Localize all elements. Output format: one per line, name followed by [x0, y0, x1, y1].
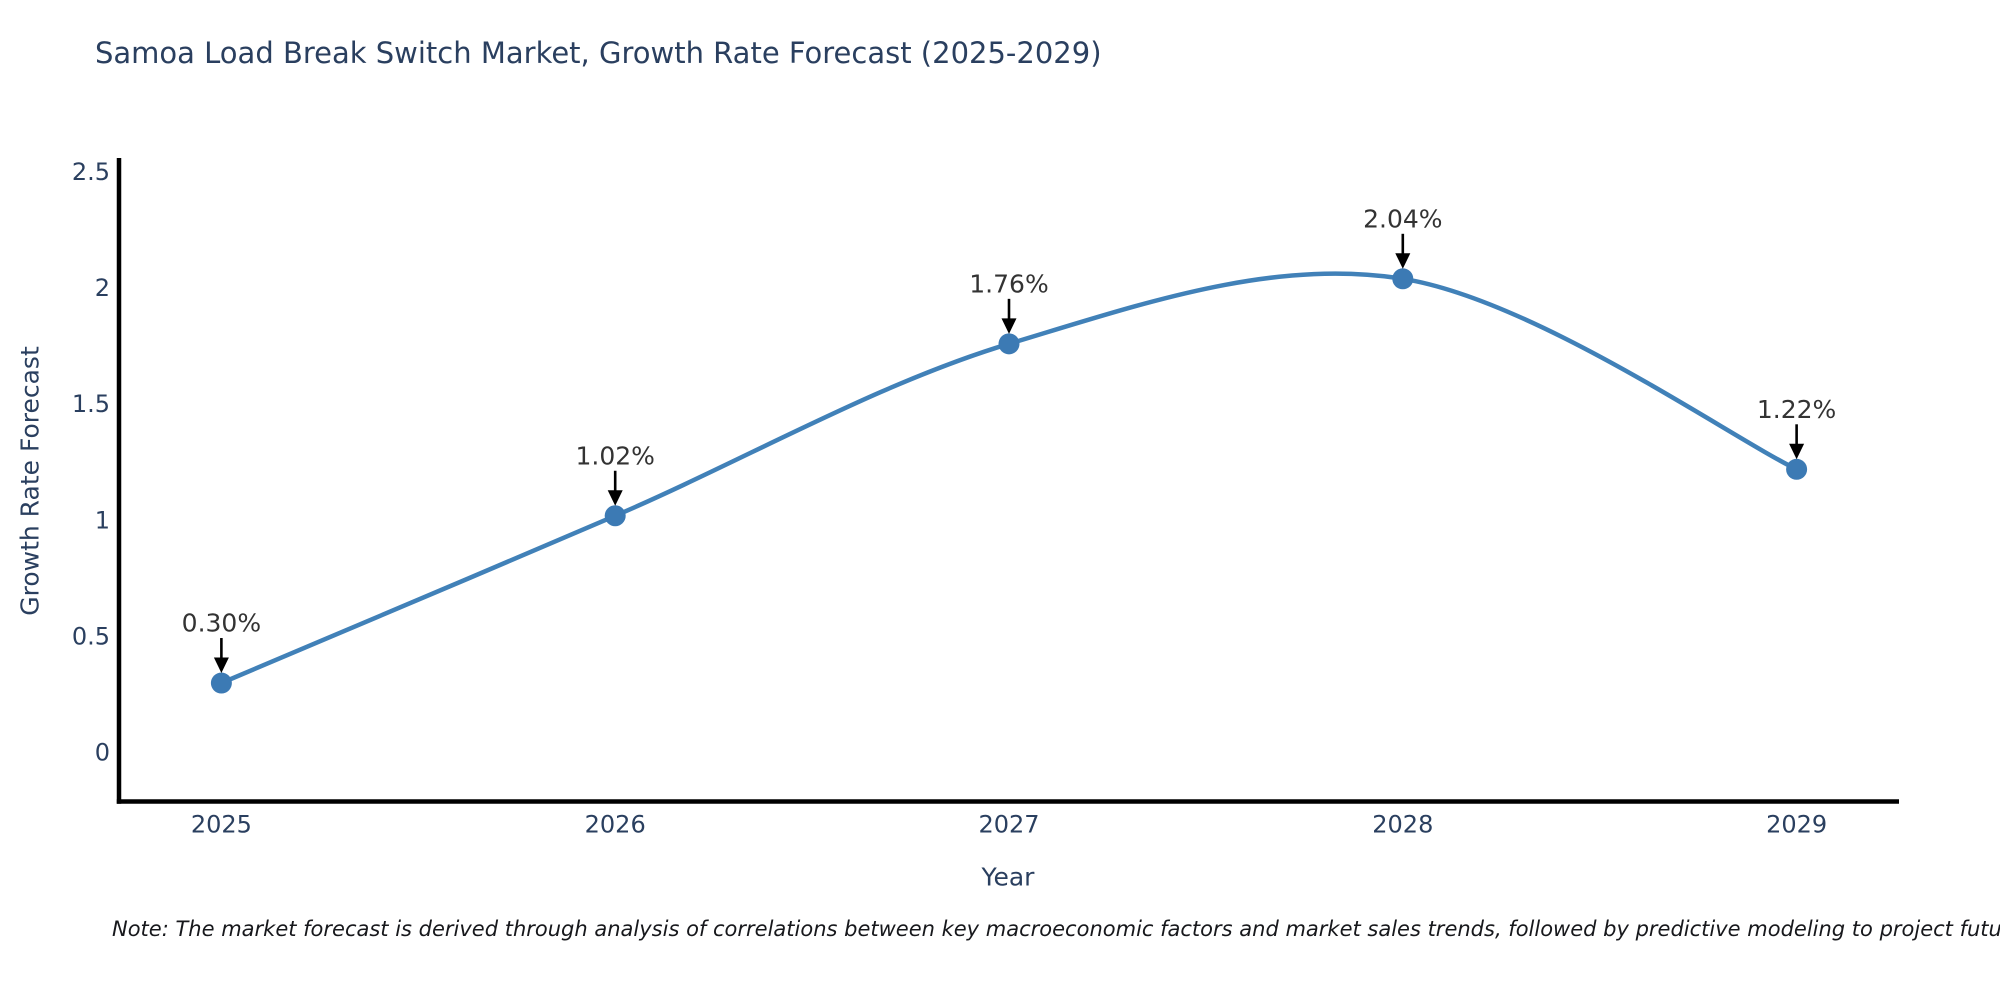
- data-point-2029[interactable]: [1786, 458, 1808, 480]
- y-tick-label: 2: [95, 274, 110, 302]
- x-tick-label: 2028: [1372, 811, 1433, 839]
- y-tick-label: 1.5: [72, 390, 110, 418]
- x-tick-label: 2026: [585, 811, 646, 839]
- point-value-label: 0.30%: [182, 609, 261, 638]
- y-tick-label: 0.5: [72, 623, 110, 651]
- data-point-2025[interactable]: [210, 672, 232, 694]
- x-axis-title: Year: [981, 862, 1035, 892]
- annotation-arrowhead-icon: [1001, 318, 1017, 334]
- annotation-arrowhead-icon: [213, 657, 229, 674]
- data-point-2028[interactable]: [1392, 268, 1414, 290]
- annotation-arrowhead-icon: [607, 490, 623, 506]
- point-value-label: 1.22%: [1757, 395, 1836, 424]
- data-point-2027[interactable]: [998, 333, 1020, 355]
- y-tick-label: 1: [95, 506, 110, 534]
- data-point-2026[interactable]: [604, 505, 626, 527]
- footnote: Note: The market forecast is derived thr…: [112, 917, 2000, 941]
- annotation-arrowhead-icon: [1789, 443, 1805, 460]
- point-value-label: 1.76%: [969, 269, 1048, 298]
- point-value-label: 1.02%: [575, 441, 654, 470]
- x-tick-label: 2029: [1766, 811, 1827, 839]
- point-value-label: 2.04%: [1363, 204, 1442, 233]
- x-tick-label: 2025: [191, 811, 252, 839]
- y-tick-label: 2.5: [72, 158, 110, 186]
- y-tick-label: 0: [95, 739, 110, 767]
- chart-title: Samoa Load Break Switch Market, Growth R…: [95, 36, 1102, 70]
- x-tick-label: 2027: [978, 811, 1039, 839]
- annotation-arrowhead-icon: [1395, 253, 1411, 269]
